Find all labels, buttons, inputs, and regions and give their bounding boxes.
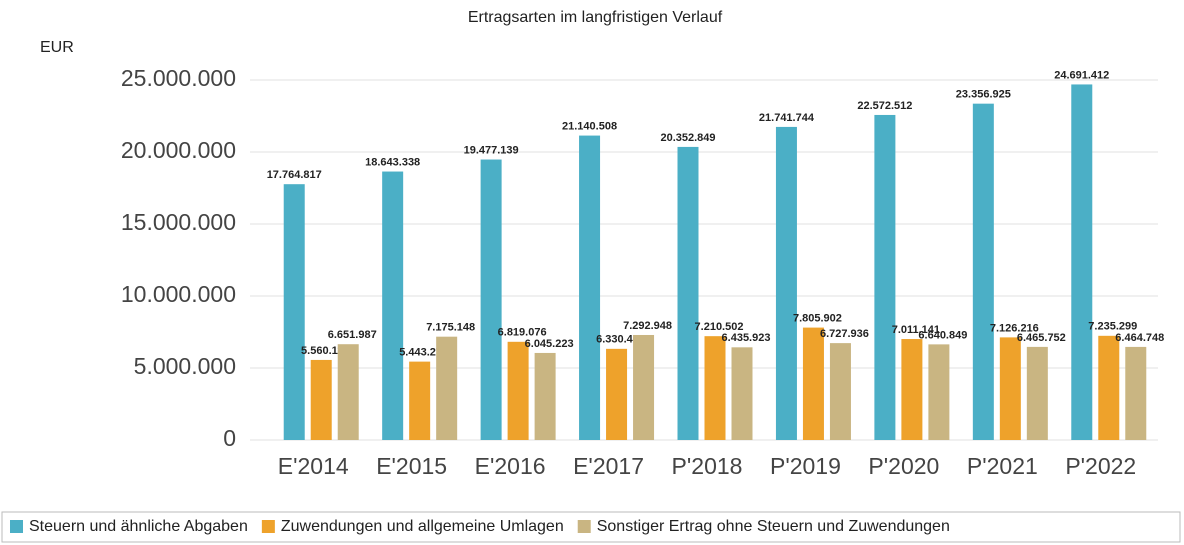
- y-tick-label: 0: [223, 425, 236, 451]
- x-tick-label: P'2018: [672, 453, 743, 479]
- bar: [337, 344, 359, 440]
- data-label: 6.640.849: [918, 329, 967, 341]
- data-label: 7.292.948: [623, 320, 672, 332]
- data-label: 22.572.512: [857, 100, 912, 112]
- data-label: 5.443.270: [399, 347, 448, 359]
- data-label: 7.126.216: [990, 322, 1039, 334]
- y-tick-label: 20.000.000: [121, 137, 236, 163]
- y-tick-label: 5.000.000: [134, 353, 236, 379]
- bar: [480, 159, 502, 440]
- y-tick-label: 25.000.000: [121, 65, 236, 91]
- bar: [901, 339, 923, 440]
- data-label: 6.045.223: [525, 338, 574, 350]
- x-tick-label: E'2015: [376, 453, 447, 479]
- data-label: 6.330.467: [596, 334, 645, 346]
- legend-label: Sonstiger Ertrag ohne Steuern und Zuwend…: [597, 518, 950, 535]
- bar: [1098, 335, 1120, 440]
- legend-swatch: [577, 520, 591, 533]
- y-axis-label: EUR: [40, 39, 74, 56]
- data-label: 6.465.752: [1017, 332, 1066, 344]
- bar: [606, 348, 628, 440]
- data-label: 7.011.141: [892, 324, 940, 336]
- bar: [1071, 84, 1093, 440]
- legend-label: Steuern und ähnliche Abgaben: [29, 518, 248, 535]
- bar: [1026, 346, 1048, 440]
- data-label: 5.560.112: [301, 345, 349, 357]
- x-tick-label: P'2020: [868, 453, 939, 479]
- data-label: 7.235.299: [1088, 321, 1137, 333]
- data-label: 7.210.502: [695, 321, 744, 333]
- x-tick-label: P'2021: [967, 453, 1038, 479]
- x-tick-label: E'2017: [573, 453, 644, 479]
- x-tick-label: P'2019: [770, 453, 841, 479]
- data-label: 21.140.508: [562, 120, 617, 132]
- bar: [579, 135, 601, 440]
- bar: [283, 184, 305, 440]
- bar: [310, 359, 332, 440]
- data-label: 19.477.139: [464, 144, 519, 156]
- bar: [633, 334, 655, 440]
- data-label: 6.651.987: [328, 329, 377, 341]
- bar: [1125, 346, 1147, 440]
- data-label: 6.727.936: [820, 328, 869, 340]
- bar: [677, 146, 699, 440]
- x-tick-label: E'2014: [278, 453, 349, 479]
- bar: [972, 103, 994, 440]
- bar: [775, 126, 797, 440]
- x-tick-label: P'2022: [1065, 453, 1136, 479]
- data-label: 6.435.923: [722, 332, 771, 344]
- data-label: 18.643.338: [365, 156, 420, 168]
- bar: [999, 337, 1021, 440]
- legend-swatch: [261, 520, 275, 533]
- legend-box: [1, 511, 1181, 543]
- bar: [704, 336, 726, 440]
- bar: [829, 343, 851, 440]
- data-label: 7.175.148: [426, 322, 475, 334]
- data-label: 6.819.076: [498, 327, 547, 339]
- bar: [409, 361, 431, 440]
- x-tick-label: E'2016: [475, 453, 546, 479]
- bar: [436, 336, 458, 440]
- legend-swatch: [10, 520, 23, 533]
- data-label: 24.691.412: [1054, 69, 1109, 81]
- data-label: 17.764.817: [267, 169, 322, 181]
- bar: [534, 352, 556, 440]
- y-tick-label: 15.000.000: [121, 209, 236, 235]
- legend-label: Zuwendungen und allgemeine Umlagen: [281, 518, 564, 535]
- bar: [507, 341, 529, 440]
- data-label: 21.741.744: [759, 112, 815, 124]
- bar: [874, 114, 896, 441]
- bar: [802, 327, 824, 440]
- bar: [928, 344, 950, 440]
- y-tick-label: 10.000.000: [121, 281, 236, 307]
- bar: [382, 171, 404, 440]
- data-label: 20.352.849: [660, 132, 715, 144]
- data-label: 6.464.748: [1115, 332, 1164, 344]
- data-label: 7.805.902: [793, 313, 842, 325]
- bar: [731, 347, 753, 440]
- chart-title: Ertragsarten im langfristigen Verlauf: [468, 9, 723, 26]
- data-label: 23.356.925: [956, 89, 1011, 101]
